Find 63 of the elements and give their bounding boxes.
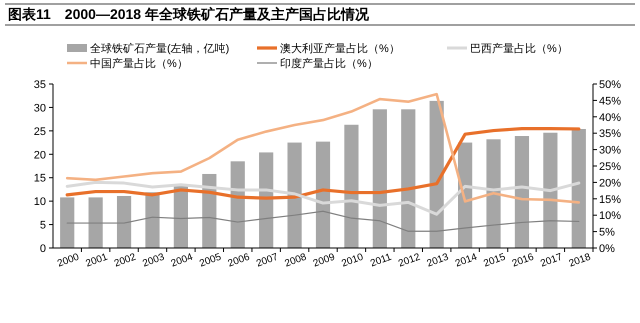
legend-label: 全球铁矿石产量(左轴，亿吨) — [90, 42, 230, 55]
line-series — [66, 180, 580, 216]
y-tick-label: 15 — [34, 172, 46, 185]
bar — [145, 192, 160, 248]
bar — [401, 109, 416, 248]
legend-label: 巴西产量占比（%） — [470, 42, 568, 55]
bar — [572, 128, 586, 248]
y2-tick-label: 45% — [599, 95, 622, 108]
y2-tick-label: 20% — [599, 177, 622, 190]
y2-tick-label: 25% — [599, 161, 622, 173]
x-tick-label: 2009 — [312, 252, 337, 270]
y-tick-label: 10 — [34, 196, 46, 208]
x-tick-label: 2005 — [198, 252, 224, 270]
legend-label: 澳大利亚产量占比（%） — [280, 42, 400, 55]
y-tick-label: 20 — [34, 149, 46, 162]
line-series — [66, 210, 580, 232]
y2-tick-label: 15% — [599, 194, 622, 206]
x-tick-label: 2001 — [84, 252, 110, 270]
y2-tick-label: 30% — [599, 144, 622, 157]
bar — [316, 142, 330, 248]
line-series — [66, 127, 580, 200]
x-tick-label: 2015 — [482, 252, 508, 270]
y2-tick-label: 10% — [599, 210, 622, 222]
bar — [259, 152, 274, 248]
line-series — [66, 92, 580, 204]
x-tick-label: 2011 — [368, 252, 394, 270]
x-tick-label: 2000 — [56, 252, 82, 270]
bar — [543, 132, 558, 248]
bar — [486, 139, 501, 248]
bar — [230, 161, 245, 248]
bar — [60, 197, 74, 248]
chart-title: 图表11 2000—2018 年全球铁矿石产量及主产国占比情况 — [8, 6, 370, 22]
x-tick-label: 2007 — [254, 252, 280, 270]
y2-tick-label: 35% — [599, 128, 622, 140]
x-tick-label: 2014 — [454, 252, 479, 270]
y-tick-label: 0 — [40, 243, 46, 255]
x-tick-label: 2016 — [510, 252, 536, 270]
bar — [372, 109, 387, 248]
y-tick-label: 35 — [34, 79, 46, 91]
bar — [514, 136, 530, 248]
x-tick-label: 2010 — [340, 252, 366, 270]
bar — [287, 142, 302, 248]
y2-tick-label: 0% — [599, 243, 616, 255]
x-tick-label: 2012 — [397, 252, 422, 270]
y-tick-label: 5 — [40, 220, 46, 232]
y2-tick-label: 40% — [599, 112, 622, 124]
x-tick-label: 2004 — [170, 252, 195, 270]
x-tick-label: 2006 — [226, 252, 252, 270]
x-tick-label: 2018 — [568, 252, 593, 270]
y2-tick-label: 5% — [599, 226, 616, 239]
bar — [116, 196, 132, 248]
x-tick-label: 2013 — [425, 252, 451, 270]
legend-label: 中国产量占比（%） — [90, 57, 188, 70]
legend-label: 印度产量占比（%） — [280, 57, 378, 70]
y-tick-label: 30 — [34, 102, 46, 114]
y2-tick-label: 50% — [599, 79, 622, 91]
y-tick-label: 25 — [34, 126, 46, 138]
x-tick-label: 2008 — [283, 252, 308, 270]
bar — [344, 124, 359, 248]
x-tick-label: 2003 — [141, 252, 166, 270]
x-tick-label: 2002 — [112, 252, 138, 270]
bar — [88, 197, 103, 248]
x-tick-label: 2017 — [539, 252, 564, 270]
